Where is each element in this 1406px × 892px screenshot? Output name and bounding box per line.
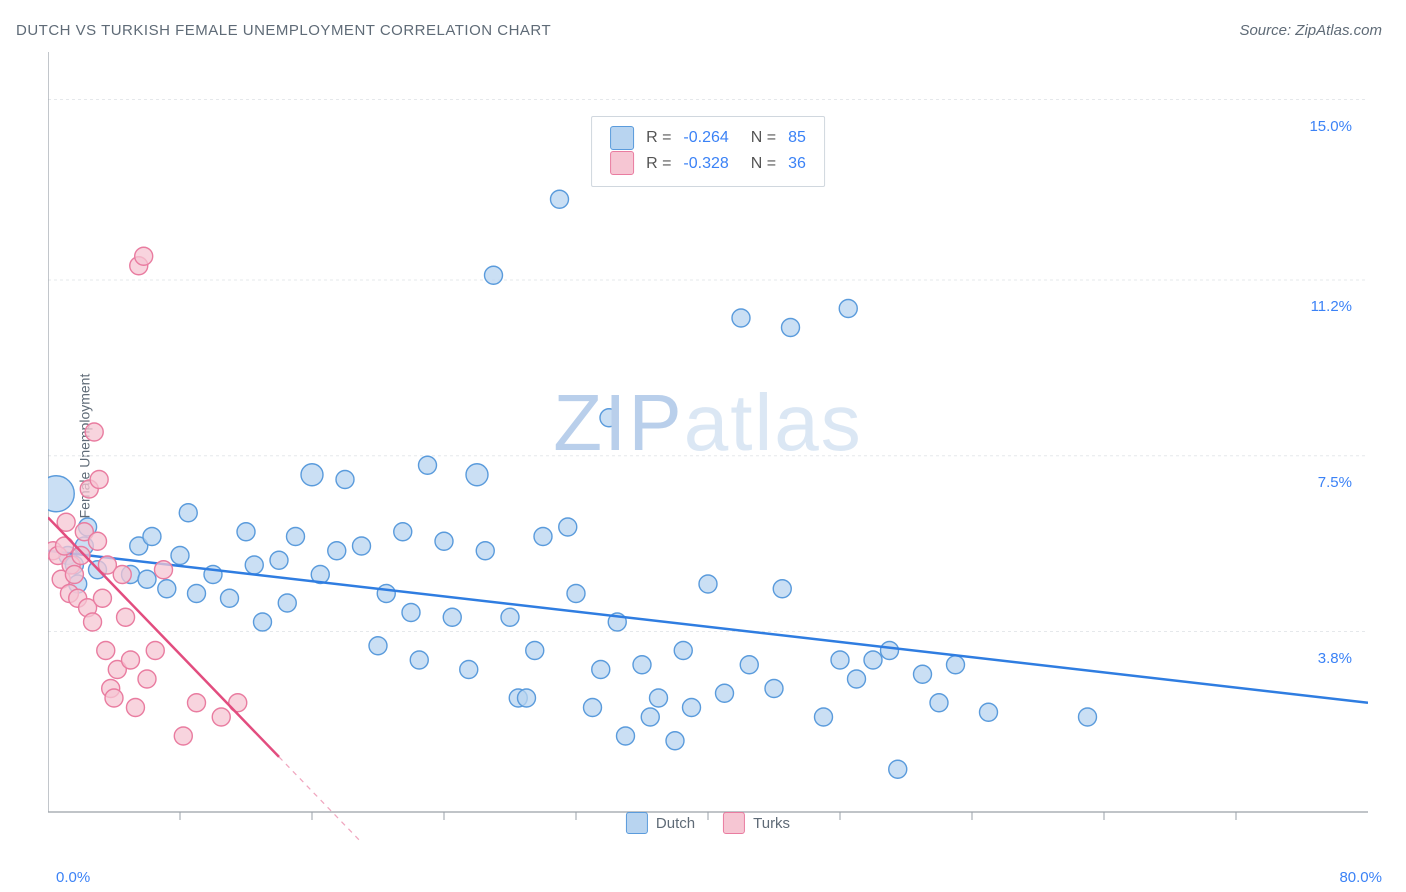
stats-legend: R = -0.264 N = 85 R = -0.328 N = 36	[591, 116, 825, 187]
legend-n-value: 36	[788, 151, 806, 177]
legend-swatch	[610, 126, 634, 150]
series-legend-label: Turks	[753, 815, 790, 832]
chart-title: DUTCH VS TURKISH FEMALE UNEMPLOYMENT COR…	[16, 22, 551, 39]
legend-swatch	[723, 812, 745, 834]
chart-area: ZIPatlas R =-0.264N =85R =-0.328N =36 Du…	[48, 52, 1368, 842]
legend-swatch	[626, 812, 648, 834]
legend-n-label: N =	[751, 125, 776, 151]
y-tick-label: 3.8%	[1318, 650, 1352, 667]
x-axis-min: 0.0%	[56, 869, 90, 886]
series-legend: Dutch Turks	[626, 812, 790, 834]
x-axis-max: 80.0%	[1339, 869, 1382, 886]
stats-legend-row: R = -0.328 N = 36	[610, 151, 806, 177]
legend-r-value: -0.328	[683, 151, 728, 177]
source-label: Source: ZipAtlas.com	[1239, 22, 1382, 39]
legend-r-label: R =	[646, 151, 671, 177]
stats-legend-row: R = -0.264 N = 85	[610, 125, 806, 151]
y-tick-label: 15.0%	[1309, 118, 1352, 135]
y-tick-label: 11.2%	[1311, 298, 1352, 315]
legend-r-value: -0.264	[683, 125, 728, 151]
series-legend-label: Dutch	[656, 815, 695, 832]
legend-r-label: R =	[646, 125, 671, 151]
series-legend-item: Dutch	[626, 812, 695, 834]
series-legend-item: Turks	[723, 812, 790, 834]
legend-swatch	[610, 151, 634, 175]
legend-n-value: 85	[788, 125, 806, 151]
y-tick-label: 7.5%	[1318, 474, 1352, 491]
legend-n-label: N =	[751, 151, 776, 177]
